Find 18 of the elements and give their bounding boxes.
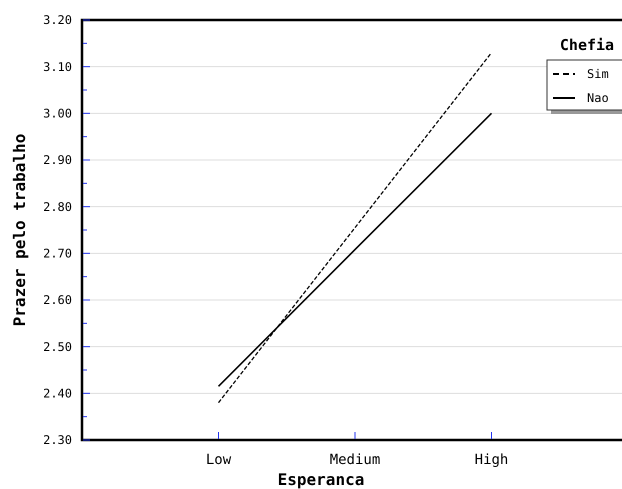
x-tick-label: Medium [330, 452, 380, 468]
y-tick-label: 2.60 [43, 293, 72, 308]
legend-title: Chefia [560, 36, 614, 54]
y-tick-label: 2.80 [43, 200, 72, 214]
y-tick-label: 3.20 [43, 13, 72, 28]
y-tick-label: 2.40 [43, 386, 72, 401]
legend-label: Sim [587, 67, 609, 82]
y-tick-label: 2.30 [43, 433, 72, 448]
x-tick-label: High [474, 452, 508, 468]
x-axis-title: Esperanca [278, 470, 364, 489]
legend-label: Nao [587, 91, 609, 106]
y-tick-label: 2.50 [43, 340, 72, 354]
y-axis-title: Prazer pelo trabalho [10, 134, 29, 326]
y-tick-label: 3.10 [43, 60, 72, 74]
y-tick-label: 2.70 [43, 246, 72, 261]
y-tick-label: 2.90 [43, 153, 72, 168]
y-tick-label: 3.00 [43, 106, 72, 121]
x-tick-label: Low [206, 452, 232, 468]
